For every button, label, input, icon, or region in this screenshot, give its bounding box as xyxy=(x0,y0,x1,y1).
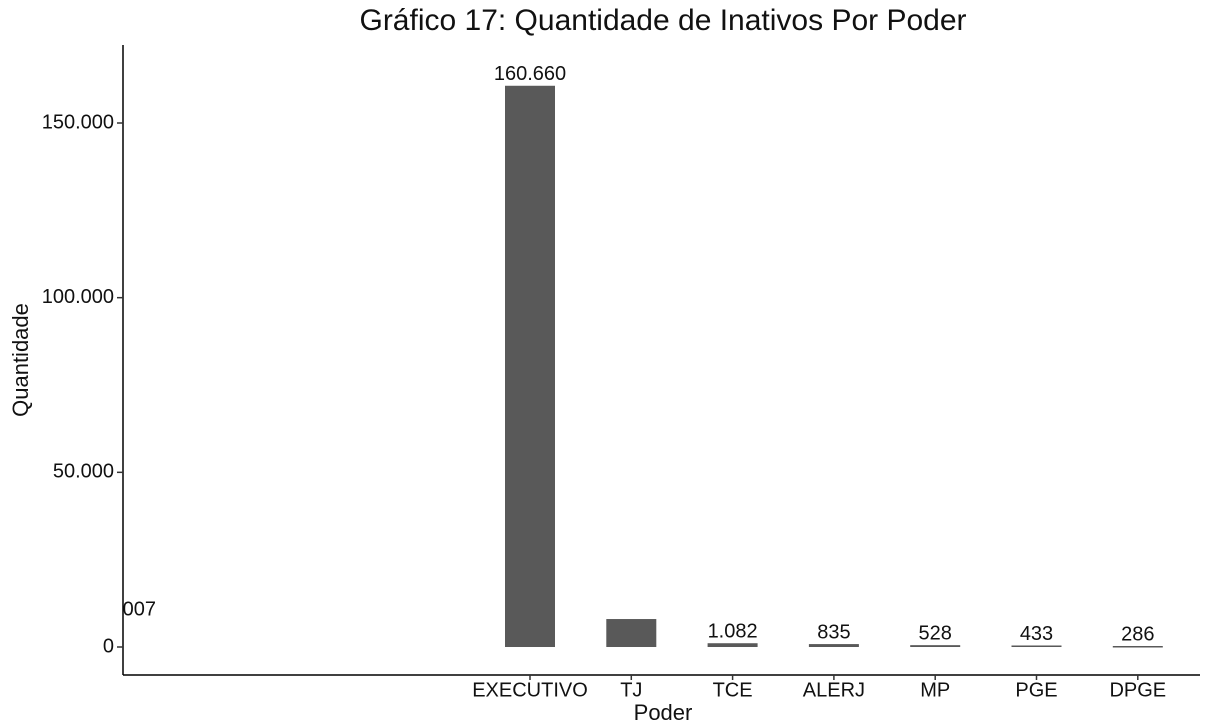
y-tick-label: 50.000 xyxy=(53,461,114,483)
bar xyxy=(1011,645,1062,648)
value-label: 1.082 xyxy=(708,621,758,643)
x-tick-label: MP xyxy=(920,679,950,701)
x-tick-label: ALERJ xyxy=(803,679,865,701)
value-label: 160.660 xyxy=(494,63,566,85)
bar xyxy=(606,619,657,648)
bar xyxy=(808,644,859,648)
value-label: 8.007 xyxy=(106,598,156,620)
bar xyxy=(707,643,758,648)
y-tick-label: 150.000 xyxy=(42,111,114,133)
x-axis-title: Poder xyxy=(634,700,693,725)
x-tick-label: DPGE xyxy=(1109,679,1166,701)
value-label: 528 xyxy=(919,622,952,644)
x-tick-label: EXECUTIVO xyxy=(472,679,588,701)
y-axis-title: Quantidade xyxy=(8,303,33,417)
value-label: 433 xyxy=(1020,623,1053,645)
x-tick-label: TJ xyxy=(620,679,642,701)
value-label: 835 xyxy=(817,621,850,643)
y-tick-label: 100.000 xyxy=(42,286,114,308)
x-tick-label: TCE xyxy=(713,679,753,701)
chart-title: Gráfico 17: Quantidade de Inativos Por P… xyxy=(359,4,966,37)
bar xyxy=(1112,646,1163,648)
bar xyxy=(505,85,555,648)
value-label: 286 xyxy=(1121,623,1154,645)
x-tick-label: PGE xyxy=(1015,679,1057,701)
bar xyxy=(910,645,961,648)
y-tick-label: 0 xyxy=(103,635,114,657)
